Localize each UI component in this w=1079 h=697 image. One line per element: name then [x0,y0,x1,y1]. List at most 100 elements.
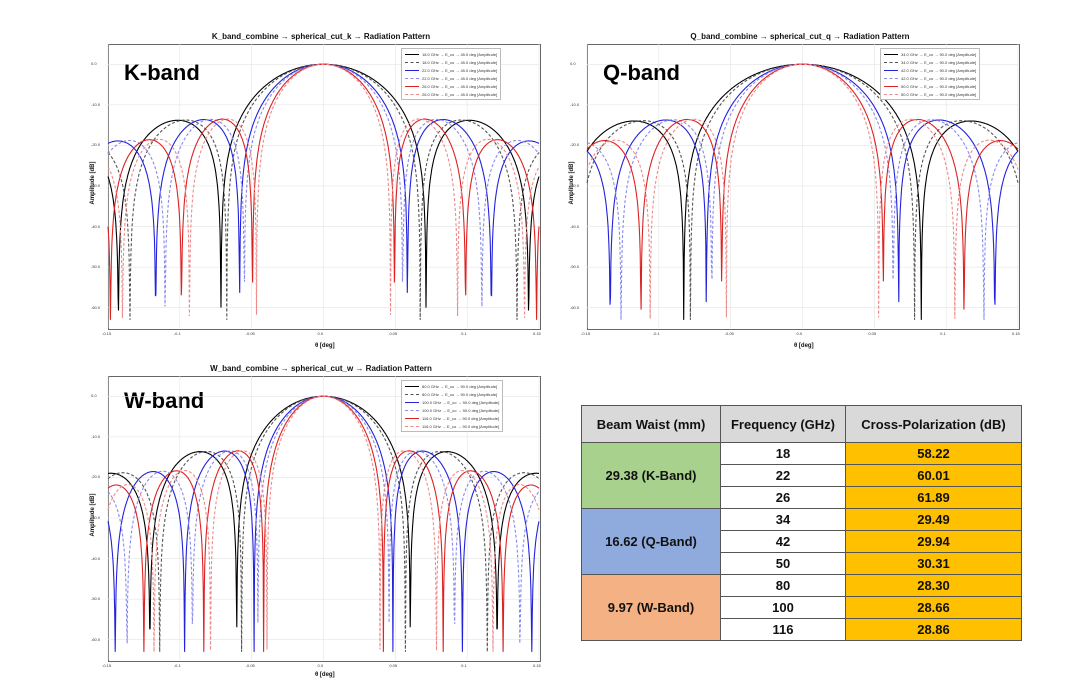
legend: 80.0 GHz → E_co → 90.0 deg [Amplitude] 80… [401,380,504,432]
col-header-cross-polarization: Cross-Polarization (dB) [845,405,1022,443]
xpol-cell: 61.89 [845,486,1022,509]
frequency-cell: 26 [720,486,846,509]
x-axis-label: θ [deg] [794,343,814,349]
legend-swatch [405,385,419,387]
x-tick-label: 0.05 [389,331,398,336]
series-line [586,63,1019,310]
legend-entry: 80.0 GHz → E_co → 90.0 deg [Amplitude] [405,390,499,398]
y-tick-label: -10.0 [91,433,101,439]
y-tick-label: 0.0 [570,61,576,67]
y-tick-label: -20.0 [570,142,580,148]
col-header-beam-waist: Beam Waist (mm) [581,405,721,443]
legend-label: 100.0 GHz → E_co → 90.0 deg [Amplitude] [422,407,500,413]
xpol-cell: 30.31 [845,552,1022,575]
legend-entry: 18.0 GHz → E_co → 45.0 deg [Amplitude] [405,50,497,58]
beam-waist-cell: 29.38 (K-Band) [581,442,721,509]
x-tick-label: 0.15 [533,331,541,336]
series-line [107,395,540,644]
y-tick-label: -40.0 [570,223,580,229]
band-label: W-band [124,388,205,413]
table-row: 29.38 (K-Band) 18 58.22 [581,442,1022,509]
legend-label: 80.0 GHz → E_co → 90.0 deg [Amplitude] [422,383,498,389]
y-tick-label: -40.0 [91,223,101,229]
legend-label: 50.0 GHz → E_co → 90.0 deg [Amplitude] [901,83,977,89]
xpol-cell: 28.66 [845,596,1022,619]
legend-entry: 50.0 GHz → E_co → 90.0 deg [Amplitude] [884,90,976,98]
x-tick-label: -0.05 [724,331,734,336]
chart-title: Q_band_combine → spherical_cut_q → Radia… [690,32,910,41]
legend-entry: 116.0 GHz → E_co → 90.0 deg [Amplitude] [405,422,499,430]
y-tick-label: -20.0 [91,474,101,480]
x-tick-label: -0.15 [102,663,112,668]
y-tick-label: 0.0 [91,393,97,399]
frequency-cell: 50 [720,552,846,575]
frequency-cell: 34 [720,508,846,531]
frequency-cell: 18 [720,442,846,465]
legend-entry: 22.0 GHz → E_co → 45.0 deg [Amplitude] [405,74,497,82]
legend-entry: 116.0 GHz → E_co → 90.0 deg [Amplitude] [405,414,499,422]
legend-label: 22.0 GHz → E_co → 45.0 deg [Amplitude] [422,75,498,81]
table-header-row: Beam Waist (mm) Frequency (GHz) Cross-Po… [581,405,1022,443]
series-line [107,395,540,652]
y-tick-label: -60.0 [91,636,101,642]
col-header-frequency: Frequency (GHz) [720,405,846,443]
legend-entry: 100.0 GHz → E_co → 90.0 deg [Amplitude] [405,406,499,414]
table-row: 16.62 (Q-Band) 34 29.49 [581,508,1022,575]
x-axis-label: θ [deg] [315,343,335,349]
legend-label: 34.0 GHz → E_co → 90.0 deg [Amplitude] [901,51,977,57]
legend-swatch [884,61,898,63]
table-row: 116 28.86 [582,618,1022,641]
y-tick-label: -20.0 [91,142,101,148]
x-tick-label: 0.15 [1012,331,1020,336]
frequency-cell: 100 [720,596,846,619]
y-tick-label: -50.0 [91,596,101,602]
cross-polarization-table: Beam Waist (mm) Frequency (GHz) Cross-Po… [581,405,1022,641]
legend-swatch [405,417,419,419]
x-tick-label: -0.05 [245,663,255,668]
y-tick-label: -30.0 [91,515,101,520]
legend-swatch [884,93,898,95]
y-tick-label: -50.0 [570,264,580,270]
legend: 18.0 GHz → E_co → 45.0 deg [Amplitude] 18… [401,48,502,100]
x-tick-label: -0.05 [245,331,255,336]
y-tick-label: -10.0 [91,101,101,107]
y-tick-label: 0.0 [91,61,97,67]
xpol-cell: 28.86 [845,618,1022,641]
legend-label: 80.0 GHz → E_co → 90.0 deg [Amplitude] [422,391,498,397]
legend-swatch [405,69,419,71]
legend-entry: 18.0 GHz → E_co → 45.0 deg [Amplitude] [405,58,497,66]
x-tick-label: 0.0 [317,663,324,668]
y-tick-label: -10.0 [570,101,580,107]
legend-swatch [405,425,419,427]
beam-waist-cell: 9.97 (W-Band) [581,574,721,641]
frequency-cell: 42 [720,530,846,553]
legend-entry: 26.0 GHz → E_co → 45.0 deg [Amplitude] [405,82,497,90]
legend-label: 18.0 GHz → E_co → 45.0 deg [Amplitude] [422,59,498,65]
x-tick-label: 0.1 [461,331,467,336]
legend-swatch [884,85,898,87]
legend-label: 116.0 GHz → E_co → 90.0 deg [Amplitude] [422,415,500,421]
frequency-cell: 22 [720,464,846,487]
xpol-cell: 60.01 [845,464,1022,487]
legend-entry: 34.0 GHz → E_co → 90.0 deg [Amplitude] [884,58,976,66]
frequency-cell: 80 [720,574,846,597]
y-tick-label: -50.0 [91,264,101,270]
xpol-cell: 58.22 [845,442,1022,465]
table-row: 9.97 (W-Band) 80 28.30 [581,574,1022,641]
beam-waist-cell: 16.62 (Q-Band) [581,508,721,575]
legend-entry: 50.0 GHz → E_co → 90.0 deg [Amplitude] [884,82,976,90]
legend-label: 42.0 GHz → E_co → 90.0 deg [Amplitude] [901,75,977,81]
legend-swatch [405,53,419,55]
legend-entry: 34.0 GHz → E_co → 90.0 deg [Amplitude] [884,50,976,58]
legend-entry: 100.0 GHz → E_co → 90.0 deg [Amplitude] [405,398,499,406]
table-row: 26 61.89 [582,486,1022,509]
legend-swatch [884,53,898,55]
xpol-cell: 29.94 [845,530,1022,553]
legend-swatch [884,69,898,71]
x-tick-label: -0.15 [102,331,112,336]
x-tick-label: 0.1 [940,331,946,336]
x-tick-label: 0.15 [533,663,541,668]
y-tick-label: -30.0 [91,183,101,188]
table-row: 50 30.31 [582,552,1022,575]
legend-swatch [405,93,419,95]
